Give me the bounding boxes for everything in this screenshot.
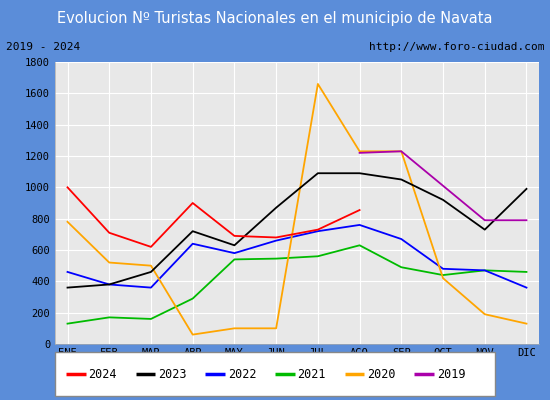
Text: 2019 - 2024: 2019 - 2024	[6, 42, 80, 52]
Text: 2022: 2022	[228, 368, 256, 380]
Text: 2019: 2019	[437, 368, 465, 380]
Text: 2020: 2020	[367, 368, 395, 380]
Text: 2024: 2024	[89, 368, 117, 380]
Text: 2021: 2021	[298, 368, 326, 380]
Text: Evolucion Nº Turistas Nacionales en el municipio de Navata: Evolucion Nº Turistas Nacionales en el m…	[57, 10, 493, 26]
Text: http://www.foro-ciudad.com: http://www.foro-ciudad.com	[369, 42, 544, 52]
Text: 2023: 2023	[158, 368, 186, 380]
